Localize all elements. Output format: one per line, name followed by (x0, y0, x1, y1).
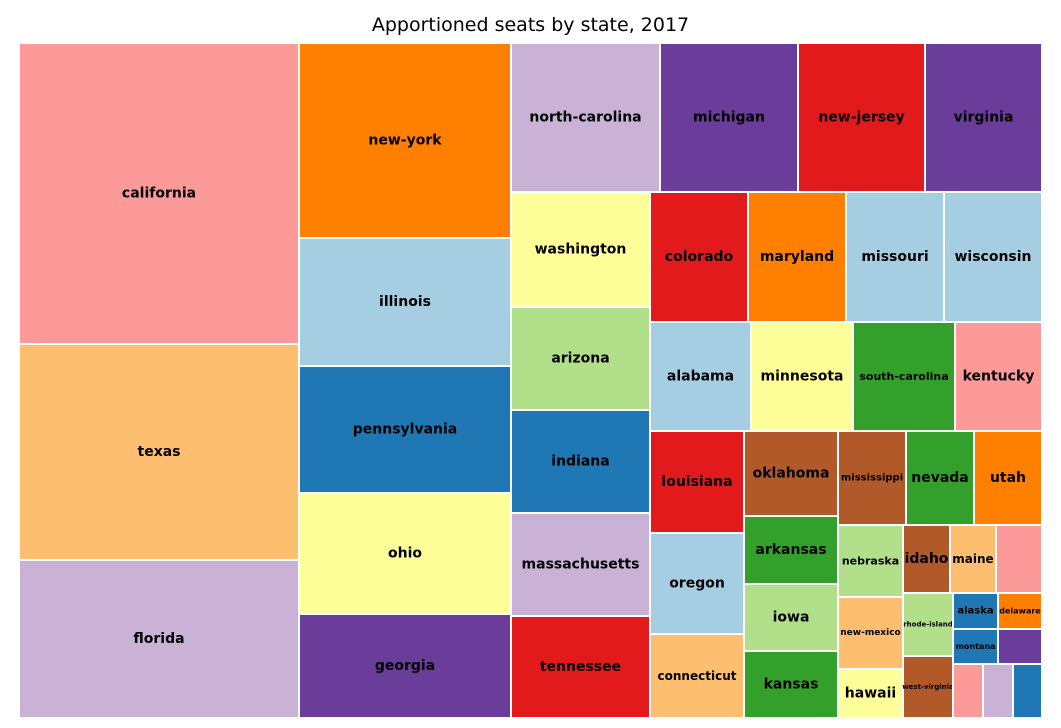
tile-nevada (905, 430, 975, 526)
tile-label-new-mexico: new-mexico (840, 628, 900, 638)
tile-label-california: california (122, 186, 196, 202)
tile-west-virginia (902, 655, 954, 719)
tile-wisconsin (943, 191, 1043, 323)
tile-washington (510, 191, 651, 308)
tile-rhode-island (902, 592, 954, 657)
tile-label-new-york: new-york (368, 133, 442, 149)
tile-label-hawaii: hawaii (845, 686, 896, 702)
tile-label-delaware: delaware (999, 607, 1041, 616)
tile-label-washington: washington (535, 242, 627, 258)
tile-ohio (298, 492, 512, 615)
tile-label-missouri: missouri (861, 249, 928, 265)
tile-maryland (747, 191, 847, 323)
tile-new-jersey (797, 42, 926, 193)
tile-label-south-carolina: south-carolina (859, 370, 948, 383)
tile-label-massachusetts: massachusetts (522, 557, 640, 573)
tile-label-maine: maine (952, 552, 993, 566)
tile-label-arizona: arizona (551, 351, 609, 367)
tile-label-michigan: michigan (693, 110, 765, 126)
tile-label-alabama: alabama (667, 369, 734, 385)
tile-oregon (649, 532, 745, 635)
tile-label-illinois: illinois (379, 294, 431, 310)
tile-label-nevada: nevada (911, 470, 969, 486)
tile-label-rhode-island: rhode-island (903, 621, 953, 629)
tile-label-texas: texas (138, 444, 181, 460)
tile-label-new-jersey: new-jersey (818, 110, 904, 126)
tile-label-florida: florida (133, 631, 184, 647)
tile-arizona (510, 306, 651, 411)
tile-indiana (510, 409, 651, 514)
tile-label-kentucky: kentucky (963, 369, 1035, 385)
tile-oklahoma (743, 430, 839, 517)
tile-label-arkansas: arkansas (755, 542, 826, 558)
tile-label-louisiana: louisiana (661, 474, 732, 490)
tile-label-idaho: idaho (905, 551, 949, 567)
tile-unlabeled-50 (1012, 663, 1043, 719)
tile-kentucky (954, 321, 1043, 432)
tile-new-mexico (837, 596, 904, 670)
tile-delaware (997, 592, 1043, 630)
tile-south-carolina (852, 321, 956, 432)
tile-colorado (649, 191, 749, 323)
tile-idaho (902, 524, 951, 594)
tile-label-north-carolina: north-carolina (529, 110, 641, 126)
tile-label-minnesota: minnesota (761, 369, 844, 385)
tile-virginia (924, 42, 1043, 193)
tile-label-virginia: virginia (954, 110, 1014, 126)
tile-unlabeled-49 (982, 663, 1014, 719)
tile-label-indiana: indiana (551, 454, 609, 470)
tile-label-ohio: ohio (388, 546, 422, 562)
tile-alabama (649, 321, 752, 432)
tile-illinois (298, 237, 512, 367)
tile-label-kansas: kansas (764, 677, 819, 693)
tile-label-west-virginia: west-virginia (902, 683, 954, 691)
tile-label-connecticut: connecticut (658, 669, 737, 683)
tile-label-oregon: oregon (669, 576, 725, 592)
tile-label-oklahoma: oklahoma (753, 466, 830, 482)
tile-north-carolina (510, 42, 661, 193)
tile-label-maryland: maryland (760, 249, 834, 265)
tile-connecticut (649, 633, 745, 719)
tile-label-nebraska: nebraska (842, 555, 899, 568)
chart-title: Apportioned seats by state, 2017 (371, 14, 690, 36)
tile-label-wisconsin: wisconsin (954, 249, 1031, 265)
tile-label-georgia: georgia (375, 658, 435, 674)
tile-label-pennsylvania: pennsylvania (353, 422, 458, 438)
tile-label-alaska: alaska (957, 606, 993, 617)
tile-alaska (952, 592, 999, 630)
tile-label-montana: montana (956, 642, 996, 651)
tile-unlabeled-41 (995, 524, 1043, 594)
tile-label-colorado: colorado (665, 249, 734, 265)
tile-label-iowa: iowa (773, 610, 810, 626)
tile-iowa (743, 583, 839, 652)
tile-unlabeled-48 (952, 663, 984, 719)
tile-label-tennessee: tennessee (540, 659, 621, 675)
tile-label-mississippi: mississippi (841, 473, 903, 484)
tile-unlabeled-47 (997, 628, 1043, 665)
tile-kansas (743, 650, 839, 719)
tile-georgia (298, 613, 512, 719)
tile-label-utah: utah (990, 470, 1026, 486)
tile-pennsylvania (298, 365, 512, 494)
tile-mississippi (837, 430, 907, 526)
tile-new-york (298, 42, 512, 239)
